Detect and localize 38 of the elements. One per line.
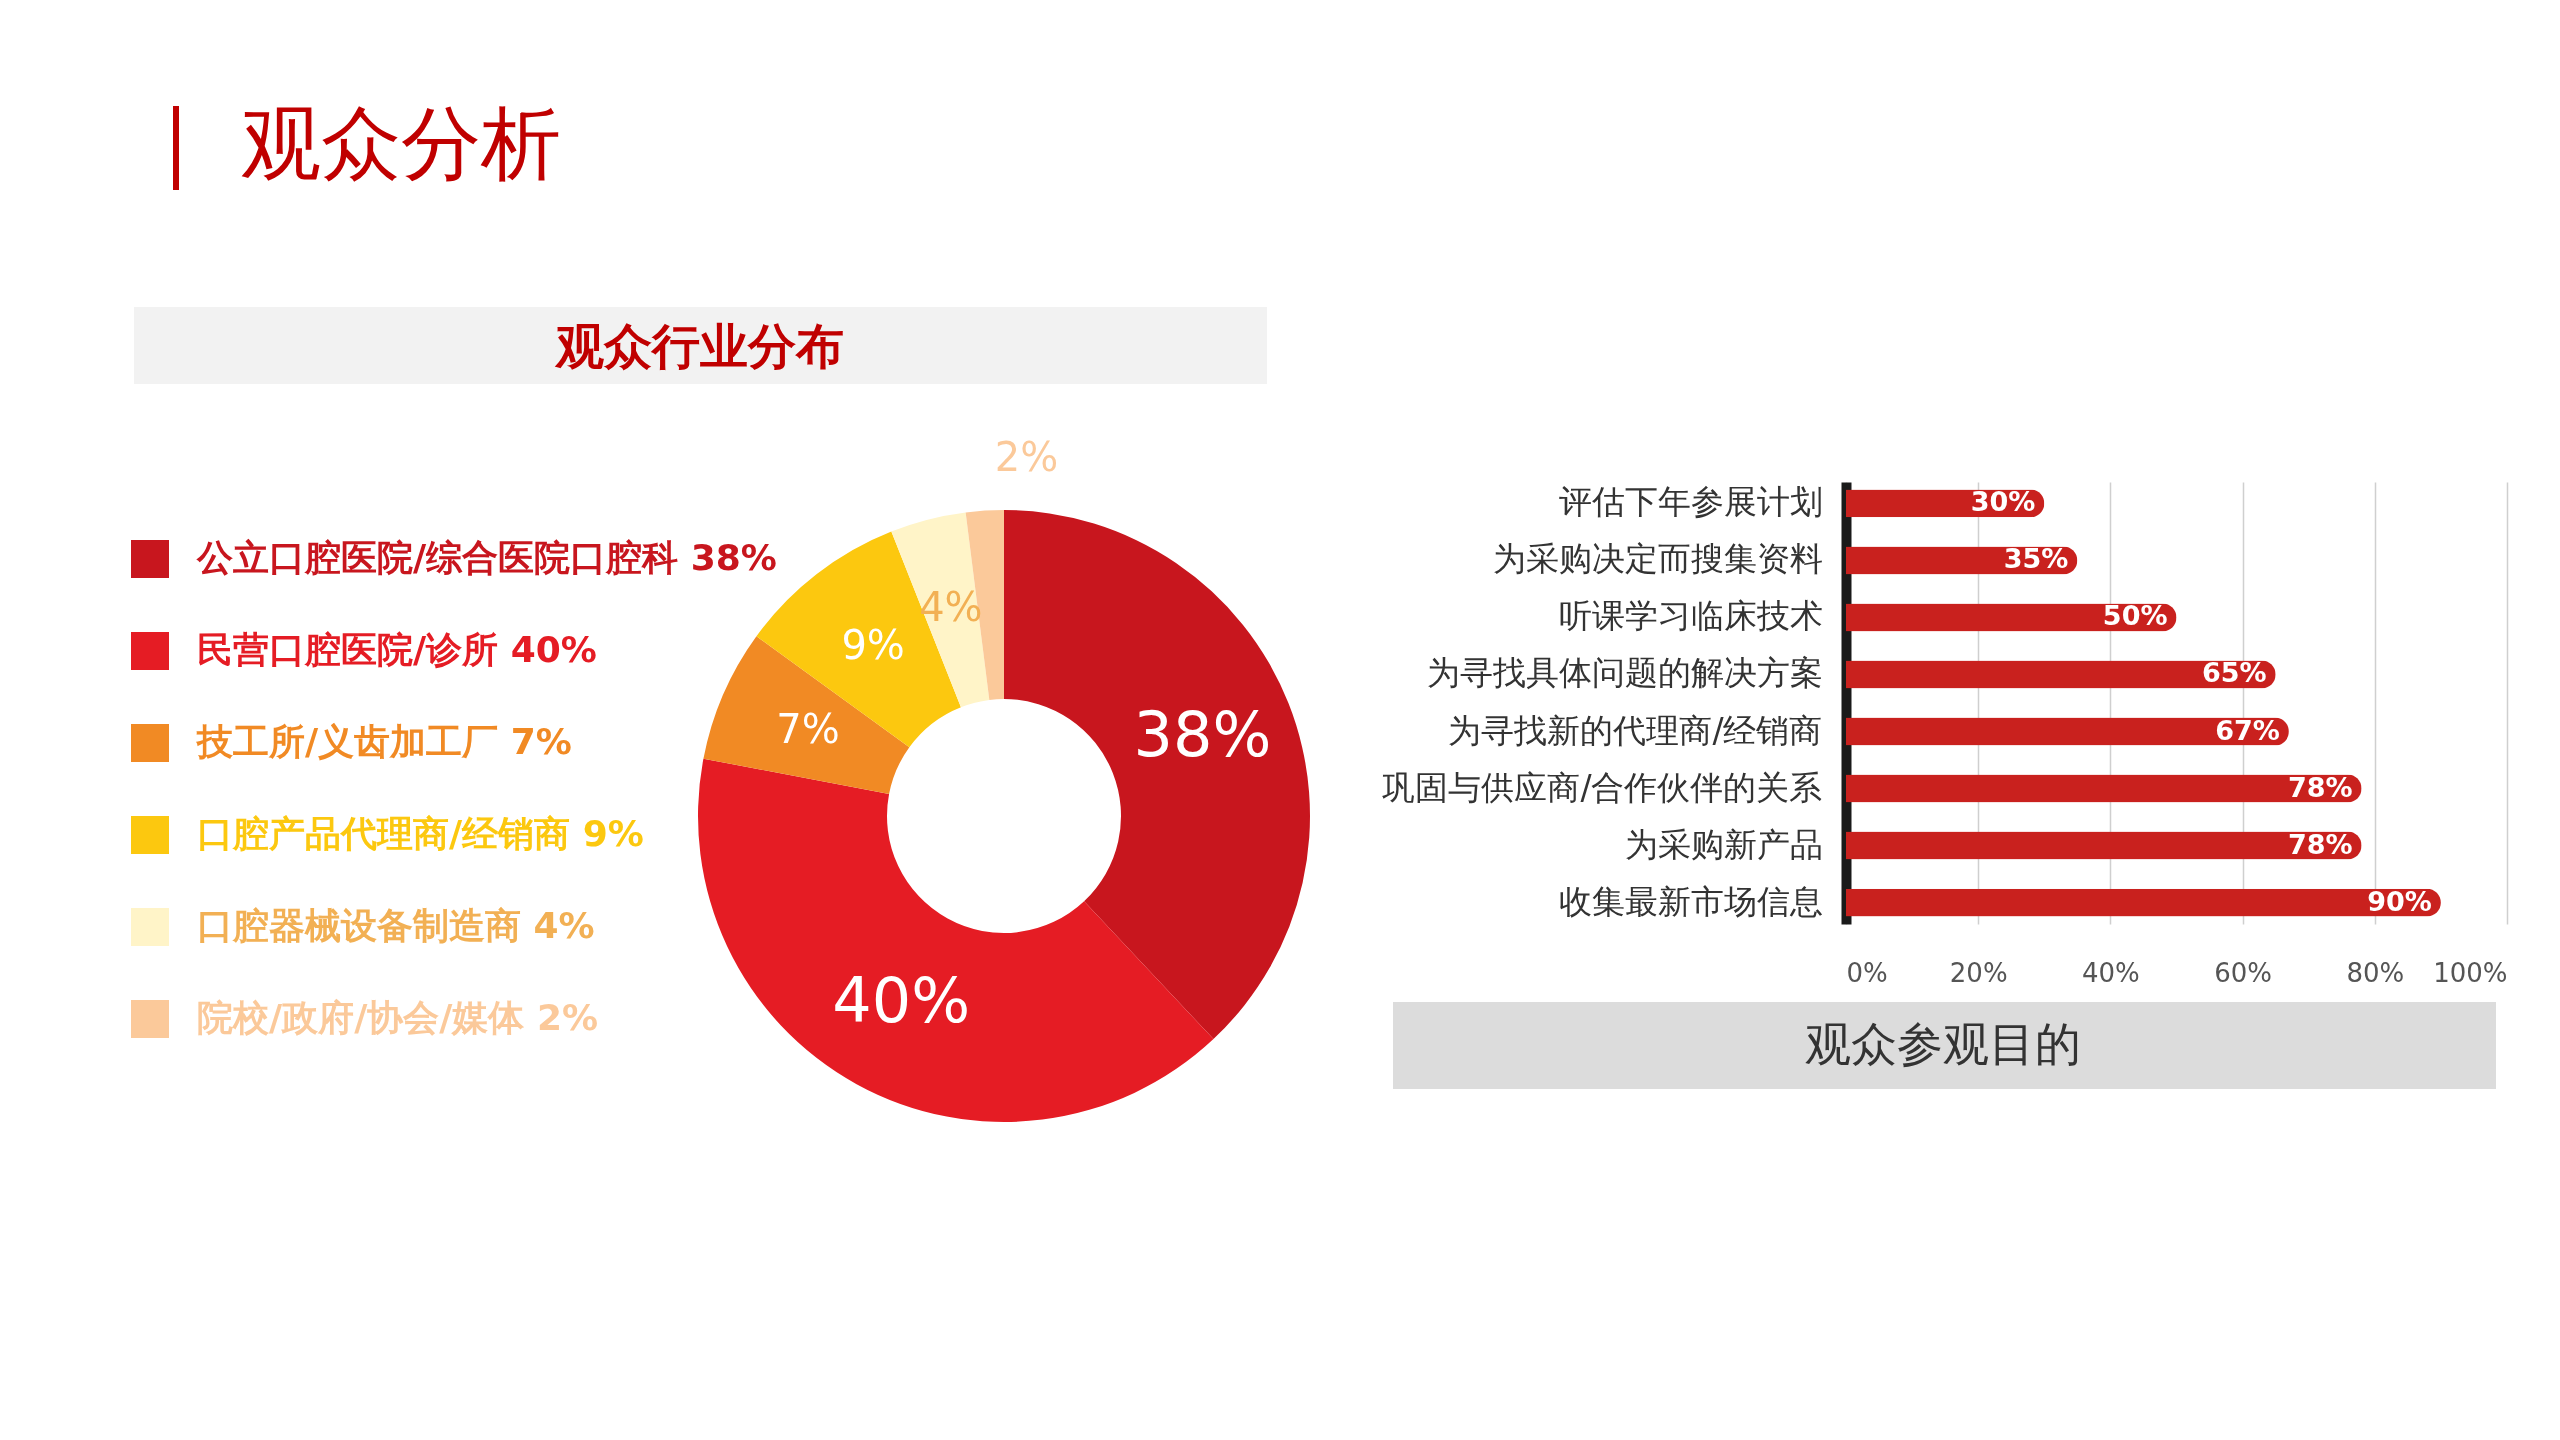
legend-label: 技工所/义齿加工厂 7% — [195, 721, 572, 762]
y-tick-label: 巩固与供应商/合作伙伴的关系 — [1382, 767, 1823, 807]
data-label: 65% — [2202, 657, 2267, 689]
text: 观众分析 — [241, 97, 561, 190]
donut-slice — [1004, 510, 1310, 1040]
legend-label: 公立口腔医院/综合医院口腔科 38% — [196, 537, 777, 578]
y-tick-label: 评估下年参展计划 — [1558, 482, 1823, 522]
data-label: 9% — [841, 622, 905, 669]
y-tick-label: 为采购新产品 — [1624, 824, 1823, 864]
data-label: 50% — [2102, 600, 2168, 632]
x-tick-label: 40% — [2082, 957, 2140, 988]
legend-label: 口腔产品代理商/经销商 9% — [197, 813, 644, 854]
data-label: 78% — [2287, 771, 2353, 803]
y-tick-label: 为寻找具体问题的解决方案 — [1426, 653, 1823, 693]
donut-slice — [698, 758, 1214, 1122]
x-tick-label: 20% — [1949, 957, 2008, 988]
legend-label: 院校/政府/协会/媒体 2% — [197, 997, 599, 1038]
data-label: 38% — [1133, 698, 1272, 772]
x-tick-label: 100% — [2433, 957, 2508, 988]
data-label: 4% — [919, 584, 983, 631]
y-tick-label: 为寻找新的代理商/经销商 — [1448, 710, 1823, 750]
legend-label: 民营口腔医院/诊所 40% — [197, 629, 597, 670]
data-label: 7% — [776, 706, 840, 753]
y-tick-label: 为采购决定而搜集资料 — [1492, 539, 1823, 579]
x-tick-label: 0% — [1846, 957, 1888, 988]
chart-title: 观众行业分布 — [554, 317, 844, 374]
data-label: 90% — [2367, 885, 2432, 917]
x-tick-label: 60% — [2214, 957, 2272, 988]
data-label: 67% — [2215, 714, 2280, 746]
data-label: 30% — [1970, 486, 2036, 518]
data-label: 35% — [2003, 543, 2069, 575]
data-label: 78% — [2287, 828, 2353, 860]
legend-label: 口腔器械设备制造商 4% — [197, 905, 595, 946]
y-tick-label: 收集最新市场信息 — [1558, 881, 1823, 921]
text: 观众参观目的 — [1804, 1017, 2081, 1071]
data-label: 2% — [994, 433, 1059, 480]
y-tick-label: 听课学习临床技术 — [1558, 596, 1823, 636]
x-tick-label: 80% — [2346, 957, 2405, 988]
